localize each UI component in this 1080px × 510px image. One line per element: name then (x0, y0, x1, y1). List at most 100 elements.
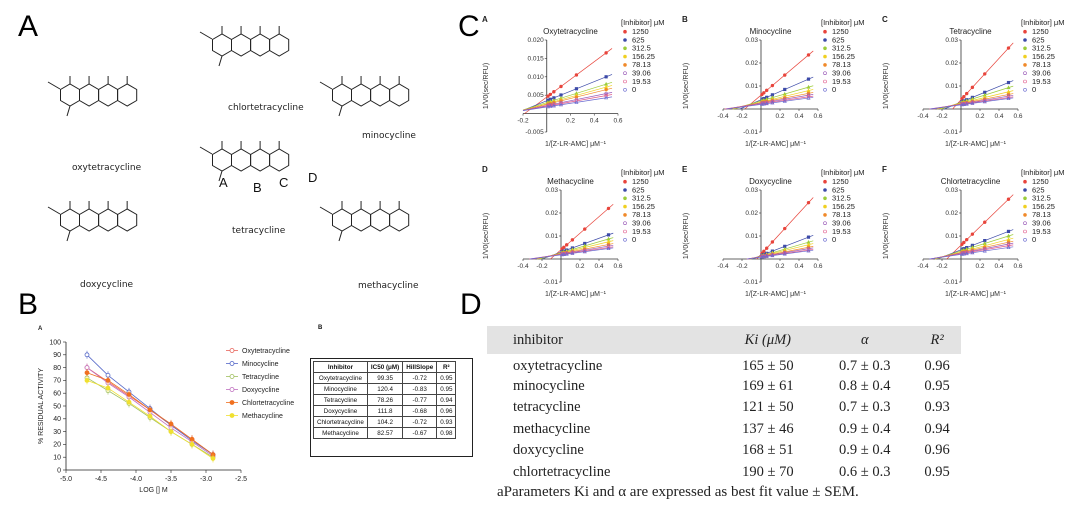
bond (66, 105, 71, 117)
data-point (559, 84, 563, 89)
table-b-label: B (318, 325, 323, 331)
y-tick-label: 0.02 (745, 210, 758, 217)
y-tick-label: -0.01 (743, 129, 758, 136)
data-point (965, 237, 969, 242)
legend-marker (1023, 38, 1027, 42)
legend-marker (623, 54, 627, 59)
table-cell: -0.68 (402, 405, 438, 417)
x-tick-label: -0.2 (736, 113, 748, 120)
legend-label: 39.06 (832, 219, 851, 228)
bond (199, 31, 213, 40)
data-point (964, 251, 969, 256)
data-point (1006, 237, 1011, 241)
data-point (84, 378, 90, 383)
data-point (1006, 96, 1011, 101)
data-point (806, 200, 811, 205)
fit-line (726, 97, 814, 110)
data-point (783, 87, 787, 92)
table-cell: 82.57 (366, 427, 404, 439)
molecule-structure (47, 76, 138, 117)
legend-label: 78.13 (632, 210, 651, 219)
legend-label: Oxytetracycline (242, 348, 290, 355)
data-point (764, 101, 769, 106)
x-tick-label: 0.6 (1013, 263, 1022, 270)
x-tick-label: -0.4 (717, 113, 729, 120)
fit-line (724, 95, 814, 110)
table-cell: Methacycline (313, 427, 368, 439)
legend-marker (623, 204, 627, 209)
data-point (1006, 85, 1011, 90)
plot-letter: C (882, 15, 888, 24)
bond (218, 170, 223, 182)
table-row: oxytetracycline 165 ± 50 0.7 ± 0.3 0.96 (487, 354, 961, 376)
fit-line (744, 50, 814, 110)
ring-label-a: A (219, 175, 228, 190)
bond (338, 230, 343, 242)
ring (79, 83, 100, 107)
x-axis-label: 1/[Z-LR-AMC] μM⁻¹ (545, 291, 607, 298)
y-tick-label: 100 (49, 339, 61, 346)
table-cell: 0.7 ± 0.3 (839, 358, 891, 375)
y-tick-label: 80 (53, 365, 61, 372)
legend-marker (823, 79, 827, 84)
col-header: HillSlope (402, 361, 438, 373)
legend-label: 19.53 (632, 77, 651, 86)
legend-label: 312.5 (832, 44, 851, 53)
data-point (970, 232, 975, 236)
molecule-name-oxytetracycline: oxytetracycline (72, 163, 142, 173)
legend-label: 1250 (632, 27, 649, 36)
bond (319, 81, 333, 90)
ring (250, 33, 271, 57)
x-tick-label: 0.6 (613, 118, 622, 125)
legend-marker (823, 88, 827, 92)
col-header-ki: Ki (μM) (744, 331, 792, 348)
data-point (1006, 229, 1011, 234)
data-point (783, 73, 787, 77)
legend-label: 312.5 (832, 194, 851, 203)
ring (117, 83, 138, 107)
table-cell: 0.9 ± 0.4 (839, 420, 891, 437)
data-point (764, 254, 769, 258)
x-axis-label: 1/[Z-LR-AMC] μM⁻¹ (745, 291, 807, 298)
data-point (574, 95, 579, 99)
plot-letter: B (682, 15, 688, 24)
table-cell: 0.96 (924, 358, 950, 375)
lb-plot: C Tetracycline -0.4 -0.2 0.2 0.4 0.6 -0.01 0.01 0… (882, 15, 1065, 148)
x-tick-label: 0.2 (566, 118, 575, 125)
x-tick-label: 0.2 (975, 113, 984, 120)
table-row: tetracycline 121 ± 50 0.7 ± 0.3 0.93 (487, 397, 961, 419)
col-header-r2: R² (930, 331, 944, 348)
x-tick-label: -5.0 (60, 476, 72, 483)
data-point (84, 370, 90, 376)
legend-title: [Inhibitor] μM (621, 18, 665, 27)
legend-marker (1023, 188, 1027, 192)
legend-title: [Inhibitor] μM (1021, 18, 1065, 27)
molecule-name-methacycline: methacycline (358, 281, 419, 291)
table-cell: 120.4 (366, 383, 404, 395)
legend-label: 0 (1032, 235, 1036, 244)
y-tick-label: 0.02 (945, 210, 958, 217)
data-point (962, 240, 966, 245)
data-point (574, 87, 579, 91)
legend-label: Methacycline (242, 413, 283, 420)
table-cell: 0.93 (436, 416, 457, 428)
table-cell: Tetracycline (313, 394, 368, 406)
table-cell: -0.67 (402, 427, 438, 439)
legend-marker (1023, 213, 1027, 217)
y-tick-label: -0.01 (943, 129, 958, 136)
legend-label: 39.06 (632, 69, 651, 78)
data-point (970, 85, 975, 90)
data-point (761, 101, 766, 106)
y-axis-label: 1/V0(sec/RFU) (483, 213, 490, 259)
y-axis-label: 1/V0(sec/RFU) (883, 213, 890, 259)
legend-marker (229, 374, 235, 379)
legend-label: 19.53 (1032, 227, 1051, 236)
x-tick-label: -0.4 (517, 263, 529, 270)
data-point (765, 246, 769, 250)
molecule-structure (199, 141, 290, 182)
table-cell: 137 ± 46 (742, 420, 794, 437)
legend-label: 0 (1032, 85, 1036, 94)
ring (332, 208, 352, 232)
table-row: Chlortetracycline 104.2 -0.72 0.93 (313, 416, 457, 428)
data-point (604, 91, 608, 96)
